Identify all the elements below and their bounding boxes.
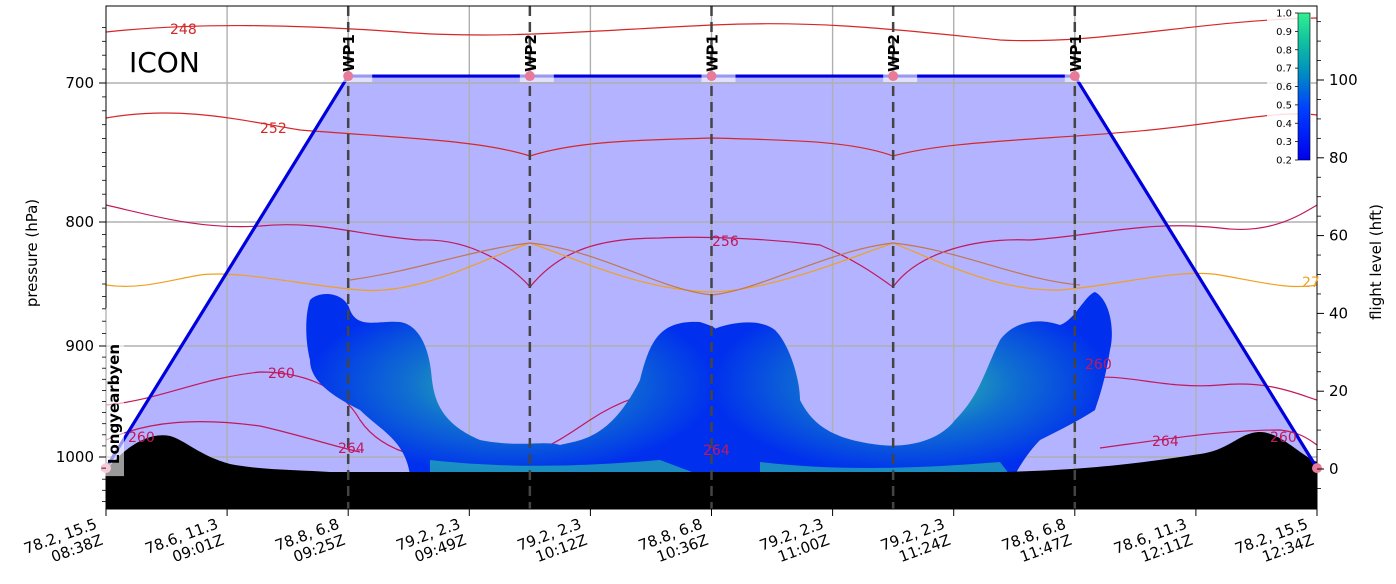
contour-label-248: 248 <box>170 22 197 38</box>
colorbar-tick-label: 1.0 <box>1276 9 1292 20</box>
colorbar-tick-label: 0.6 <box>1276 82 1292 93</box>
flight-level-axis-title: flight level (hft) <box>1367 204 1385 320</box>
x-tick-label: 79.2, 2.309:49Z <box>394 515 469 566</box>
contour-260 <box>106 421 361 453</box>
contour-label-260-left: 260 <box>268 366 295 382</box>
pressure-tick-label: 800 <box>65 213 94 231</box>
flight-level-tick-label: 40 <box>1329 304 1348 322</box>
colorbar-tick-label: 0.5 <box>1276 100 1292 111</box>
x-tick-label: 79.2, 2.311:24Z <box>878 515 953 566</box>
waypoint-marker <box>1069 71 1080 82</box>
contour-label-264-mid: 264 <box>703 443 730 459</box>
x-axis: 78.2, 15.508:38Z 78.6, 11.309:01Z 78.8, 6.… <box>21 509 1318 566</box>
contour-label-252: 252 <box>260 121 287 137</box>
contour-label-264-right: 264 <box>1152 434 1179 450</box>
waypoint-marker <box>706 71 717 82</box>
contour-label-27: 27 <box>1302 275 1320 291</box>
colorbar-tick-label: 0.7 <box>1276 64 1292 75</box>
contour-256a <box>106 204 1317 288</box>
contour-label-260-far-left: 260 <box>128 430 155 446</box>
contour-label-264-left: 264 <box>338 441 365 457</box>
cloud-core <box>430 460 1010 475</box>
colorbar-tick-label: 0.2 <box>1276 156 1292 167</box>
cloud-right <box>712 292 1112 475</box>
x-tick-label: 78.2, 15.512:34Z <box>1232 515 1316 566</box>
pressure-tick-label: 900 <box>65 337 94 355</box>
waypoint-label: WP1 <box>340 34 358 72</box>
colorbar-tick-label: 0.3 <box>1276 137 1292 148</box>
cloud-field <box>306 292 1112 475</box>
pressure-axis-title: pressure (hPa) <box>23 199 41 307</box>
colorbar: 1.0 0.9 0.8 0.7 0.6 0.5 0.4 0.3 0.2 <box>1267 9 1311 167</box>
contour-264 <box>1099 429 1317 449</box>
model-label: ICON <box>129 46 200 79</box>
x-tick-label: 78.8, 6.811:47Z <box>999 515 1074 566</box>
contour-orange <box>106 242 1317 293</box>
waypoint-lines <box>346 6 1077 509</box>
waypoint-label: WP1 <box>1067 34 1085 72</box>
terrain <box>106 432 1317 509</box>
waypoint-marker <box>343 71 354 82</box>
colorbar-tick-label: 0.8 <box>1276 45 1292 56</box>
waypoint-label-start: Longyearbyen <box>105 344 123 464</box>
pressure-axis: 700 800 900 1000 <box>56 26 106 502</box>
waypoint-label-bg <box>102 308 124 477</box>
waypoint-label: WP1 <box>704 34 722 72</box>
colorbar-gradient <box>1297 12 1311 161</box>
x-tick-label: 79.2, 2.311:00Z <box>757 515 832 566</box>
x-tick-label: 79.2, 2.310:12Z <box>515 515 590 566</box>
flight-level-axis: 0 20 40 60 80 100 <box>1317 21 1358 489</box>
x-tick-label: 78.6, 11.309:01Z <box>143 515 227 566</box>
contour-label-260-right: 260 <box>1085 357 1112 373</box>
x-tick-label: 78.8, 6.810:36Z <box>636 515 711 566</box>
flight-level-tick-label: 80 <box>1329 149 1348 167</box>
x-tick-label: 78.8, 6.809:25Z <box>273 515 348 566</box>
pressure-tick-label: 700 <box>65 74 94 92</box>
flight-level-tick-label: 20 <box>1329 382 1348 400</box>
waypoint-label: WP2 <box>885 34 903 72</box>
colorbar-tick-label: 0.4 <box>1276 119 1292 130</box>
waypoint-labels: Longyearbyen WP1 WP2 WP1 WP2 WP1 <box>101 34 1322 477</box>
contour-label-260-far-right: 260 <box>1270 430 1297 446</box>
colorbar-tick-label: 0.9 <box>1276 27 1292 38</box>
waypoint-marker <box>1312 463 1322 474</box>
x-tick-label: 78.2, 15.508:38Z <box>21 515 105 566</box>
waypoint-marker <box>524 71 535 82</box>
pressure-tick-label: 1000 <box>56 448 94 466</box>
flight-level-tick-label: 60 <box>1329 227 1348 245</box>
flight-level-tick-label: 0 <box>1329 460 1339 478</box>
cloud-left <box>306 294 716 475</box>
contour-labels: 248 252 256 260 260 260 260 264 264 264 … <box>128 22 1320 459</box>
contour-label-256: 256 <box>712 234 739 250</box>
x-tick-label: 78.6, 11.312:11Z <box>1111 515 1195 566</box>
flight-level-tick-label: 100 <box>1329 71 1358 89</box>
waypoint-marker <box>888 71 899 82</box>
waypoint-label: WP2 <box>522 34 540 72</box>
